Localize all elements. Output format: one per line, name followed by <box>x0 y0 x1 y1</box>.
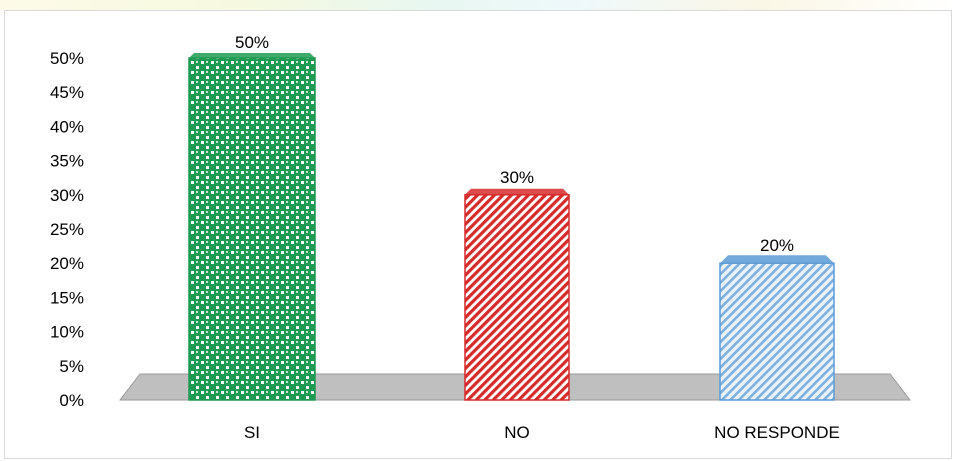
y-tick-label: 30% <box>50 186 84 205</box>
y-tick-label: 10% <box>50 323 84 342</box>
bar-no <box>464 194 570 401</box>
bar-si <box>188 57 316 401</box>
bar-no-responde <box>719 262 835 401</box>
y-tick-label: 45% <box>50 83 84 102</box>
y-tick-label: 15% <box>50 288 84 307</box>
bar-top-no <box>465 188 569 195</box>
data-labels: 50% 30% 20% <box>235 33 794 255</box>
x-axis: SI NO NO RESPONDE <box>244 423 840 442</box>
x-tick-label: NO <box>504 423 530 442</box>
top-decor-strip <box>0 0 956 10</box>
y-tick-label: 25% <box>50 220 84 239</box>
y-tick-label: 50% <box>50 49 84 68</box>
y-tick-label: 20% <box>50 254 84 273</box>
bar-top-no-responde <box>720 255 834 264</box>
data-label: 50% <box>235 33 269 52</box>
bar-top-si <box>189 53 315 58</box>
x-tick-label: SI <box>244 423 260 442</box>
x-tick-label: NO RESPONDE <box>714 423 840 442</box>
y-tick-label: 35% <box>50 152 84 171</box>
y-tick-label: 5% <box>59 357 84 376</box>
y-axis: 0% 5% 10% 15% 20% 25% 30% 35% 40% 45% 50% <box>50 49 84 410</box>
bars <box>188 53 835 401</box>
y-tick-label: 40% <box>50 117 84 136</box>
data-label: 30% <box>500 168 534 187</box>
data-label: 20% <box>760 236 794 255</box>
y-tick-label: 0% <box>59 391 84 410</box>
